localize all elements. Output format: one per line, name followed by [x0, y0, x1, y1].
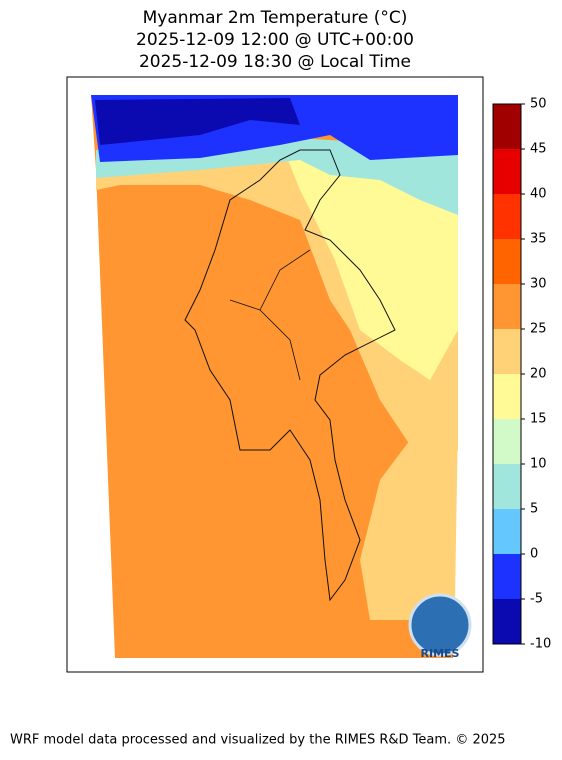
colorbar-segment: [493, 374, 521, 419]
temp-area: [280, 140, 458, 380]
temp-area: [360, 400, 458, 620]
tick-label: 25: [530, 322, 547, 337]
colorbar-segment: [493, 194, 521, 239]
title-line: 2025-12-09 12:00 @ UTC+00:00: [136, 30, 414, 50]
tick-label: 20: [530, 367, 547, 382]
logo-emblem: [408, 593, 472, 657]
colorbar-segment: [493, 509, 521, 554]
tick-label: 50: [530, 97, 547, 112]
colorbar-segment: [493, 149, 521, 194]
footer: WRF model data processed and visualized …: [10, 733, 506, 748]
tick-label: 15: [530, 412, 547, 427]
colorbar-segment: [493, 599, 521, 644]
map: [66, 76, 484, 673]
colorbar-segment: [493, 464, 521, 509]
tick-label: 10: [530, 457, 547, 472]
colorbar-segment: [493, 329, 521, 374]
country-border: [184, 149, 396, 602]
tick-label: 40: [530, 187, 547, 202]
colorbar-segment: [493, 104, 521, 149]
tick-label: 30: [530, 277, 547, 292]
temp-area: [95, 98, 300, 145]
colorbar-segment: [493, 284, 521, 329]
colorbar-segment: [493, 419, 521, 464]
tick-label: -10: [530, 637, 551, 652]
title-line: Myanmar 2m Temperature (°C): [143, 8, 408, 28]
tick-label: 45: [530, 142, 547, 157]
tick-label: -5: [530, 592, 543, 607]
tick-label: 0: [530, 547, 538, 562]
region-border: [229, 249, 311, 381]
tick-label: 5: [530, 502, 538, 517]
tick-label: 35: [530, 232, 547, 247]
colorbar-segment: [493, 554, 521, 599]
logo-text: RIMES: [421, 647, 460, 660]
colorbar: -10 -5 0 5 10 15 20 25 30 35 40 45 50: [492, 97, 551, 652]
title-line: 2025-12-09 18:30 @ Local Time: [139, 52, 411, 72]
colorbar-segment: [493, 239, 521, 284]
logo: RIMES: [408, 593, 472, 660]
